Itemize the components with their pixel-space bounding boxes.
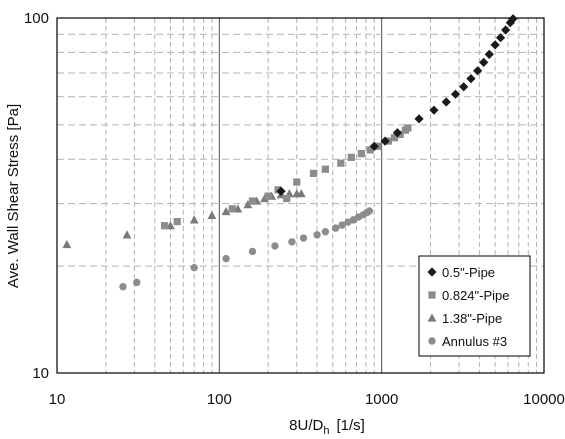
legend-label: Annulus #3	[442, 334, 507, 349]
tick-labels: 10 100 1000 10000 10 100	[24, 10, 565, 408]
data-point-circle	[365, 207, 374, 215]
data-point-triangle	[221, 206, 231, 216]
plot-frame	[56, 17, 545, 374]
x-tick-label: 10	[49, 391, 66, 408]
data-point-diamond	[392, 128, 402, 138]
data-point-square	[248, 197, 257, 205]
x-tick-label: 100	[207, 391, 232, 408]
data-point-circle	[299, 234, 308, 242]
grid	[57, 18, 544, 373]
data-point-square	[404, 124, 412, 132]
data-point-circle	[321, 228, 330, 236]
data-point-diamond	[450, 89, 461, 99]
data-point-diamond	[466, 73, 476, 84]
legend-marker-triangle	[427, 313, 437, 322]
y-tick-label: 100	[24, 10, 49, 27]
data-point-triangle	[296, 189, 306, 198]
data-point-diamond	[380, 136, 390, 146]
data-point-circle	[190, 263, 198, 272]
legend: 0.5"-Pipe 0.824"-Pipe 1.38"-Pipe Annulus #3	[418, 255, 531, 357]
data-point-triangle	[166, 221, 175, 230]
legend-marker-diamond	[427, 267, 437, 277]
data-point-diamond	[508, 14, 518, 24]
y-tick-label: 10	[32, 365, 49, 382]
data-point-square	[228, 205, 236, 213]
data-point-square	[366, 146, 374, 154]
data-point-diamond	[473, 66, 483, 76]
x-axis-title: 8U/Dh [1/s]	[289, 417, 365, 437]
x-axis-title-subscript: h	[323, 425, 329, 437]
data-point-circle	[313, 231, 321, 239]
data-point-square	[160, 222, 169, 230]
data-point-circle	[271, 242, 279, 250]
data-point-diamond	[276, 186, 286, 196]
x-axis-title-main: 8U/D	[289, 417, 323, 434]
legend-box	[418, 255, 531, 357]
data-point-square	[337, 159, 345, 167]
data-point-triangle	[260, 193, 269, 203]
x-tick-label: 1000	[365, 391, 398, 408]
data-point-square	[293, 178, 301, 186]
data-point-square	[390, 134, 399, 142]
data-point-circle	[248, 247, 257, 256]
data-point-diamond	[500, 25, 511, 35]
data-point-circle	[331, 224, 340, 232]
x-axis-title-unit: [1/s]	[336, 417, 364, 434]
legend-marker-square	[428, 291, 436, 299]
data-point-triangle	[122, 230, 132, 239]
data-points	[62, 14, 518, 291]
data-point-triangle	[189, 215, 199, 224]
data-point-circle	[119, 283, 127, 291]
data-point-diamond	[414, 114, 424, 124]
data-point-triangle	[243, 200, 253, 209]
data-point-diamond	[369, 141, 379, 151]
data-point-square	[309, 169, 318, 177]
data-point-circle	[222, 254, 230, 263]
data-point-triangle	[62, 239, 72, 249]
data-point-diamond	[484, 49, 494, 59]
data-point-triangle	[207, 210, 217, 219]
data-point-diamond	[490, 40, 500, 50]
legend-label: 0.824"-Pipe	[442, 288, 510, 303]
data-point-diamond	[459, 82, 469, 92]
data-point-square	[357, 149, 365, 158]
data-point-square	[347, 153, 355, 161]
data-point-square	[283, 194, 291, 203]
data-point-circle	[338, 221, 346, 229]
data-point-diamond	[495, 33, 506, 43]
data-point-diamond	[429, 105, 439, 115]
data-point-square	[173, 217, 181, 226]
data-point-diamond	[479, 57, 489, 67]
data-point-square	[321, 165, 329, 173]
data-point-square	[264, 192, 272, 200]
data-point-diamond	[441, 97, 451, 107]
data-point-circle	[288, 238, 296, 246]
data-point-circle	[133, 278, 141, 287]
legend-label: 1.38"-Pipe	[442, 311, 502, 326]
data-point-diamond	[505, 18, 515, 28]
legend-label: 0.5"-Pipe	[442, 265, 495, 280]
x-tick-label: 10000	[523, 391, 565, 408]
legend-marker-circle	[428, 337, 436, 345]
y-axis-title: Ave. Wall Shear Stress [Pa]	[5, 104, 22, 288]
